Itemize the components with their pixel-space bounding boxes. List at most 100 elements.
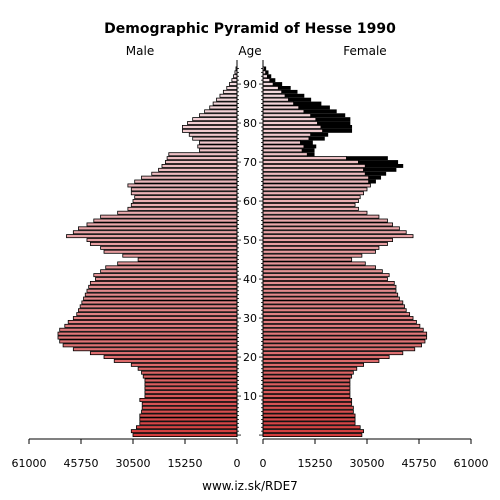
female-bar-age-17	[262, 366, 358, 371]
female-bar-age-10	[262, 394, 351, 398]
female-excess-bar-age-74	[303, 144, 317, 149]
female-bar-age-16	[262, 370, 354, 375]
x-tick-label-right-15250: 15250	[298, 457, 333, 470]
female-bar-age-30	[262, 316, 414, 320]
male-bar-age-70	[164, 160, 238, 164]
female-excess-bar-age-86	[288, 97, 312, 102]
female-bar-age-80	[262, 121, 318, 125]
male-bar-age-24	[59, 339, 238, 344]
male-bar-age-56	[100, 214, 238, 219]
female-excess-bar-age-82	[310, 113, 346, 118]
female-bar-age-21	[262, 351, 404, 356]
female-bar-age-37	[262, 288, 397, 293]
female-bar-age-1	[262, 429, 364, 434]
male-bar-age-45	[137, 257, 238, 262]
female-bar-age-68	[262, 167, 364, 172]
female-bar-age-8	[262, 401, 353, 406]
male-bar-age-75	[199, 140, 238, 145]
male-bar-age-16	[141, 370, 238, 375]
female-bar-age-51	[262, 234, 414, 239]
male-bars	[57, 66, 238, 437]
female-excess-bar-age-71	[346, 156, 388, 161]
male-bar-age-89	[226, 86, 238, 90]
female-bar-age-12	[262, 386, 351, 391]
female-bar-age-32	[262, 308, 407, 313]
age-tick-label-60: 60	[243, 195, 257, 208]
female-bar-age-73	[262, 148, 303, 153]
female-bar-age-31	[262, 312, 411, 317]
female-bar-age-3	[262, 421, 356, 426]
male-bar-age-41	[93, 273, 238, 278]
male-bar-age-15	[142, 374, 238, 379]
female-excess-bar-age-81	[315, 117, 351, 122]
male-bar-age-50	[86, 238, 238, 242]
female-bars	[262, 66, 428, 437]
male-bar-age-44	[117, 261, 238, 266]
male-bar-age-55	[93, 218, 238, 223]
male-bar-age-80	[187, 121, 238, 125]
female-excess-bar-age-77	[310, 132, 329, 137]
male-bar-age-85	[212, 101, 238, 106]
male-bar-age-18	[130, 362, 238, 367]
male-bar-age-52	[72, 230, 238, 235]
male-bar-age-13	[144, 382, 238, 387]
x-tick-label-left-45750: 45750	[64, 457, 99, 470]
female-excess-bar-age-69	[364, 163, 404, 168]
female-bar-age-82	[262, 113, 312, 118]
female-bar-age-69	[262, 163, 366, 168]
female-bar-age-86	[262, 97, 289, 102]
male-bar-age-58	[127, 206, 238, 211]
male-bar-age-79	[182, 125, 238, 129]
male-bar-age-61	[134, 195, 238, 200]
female-bar-age-48	[262, 245, 380, 250]
male-bar-age-10	[144, 394, 238, 398]
male-bar-age-35	[83, 296, 238, 301]
male-bar-age-6	[141, 409, 238, 414]
female-excess-bar-age-91	[269, 78, 276, 83]
x-tick-label-left-15250: 15250	[168, 457, 203, 470]
male-bar-age-65	[134, 179, 238, 184]
female-excess-bar-age-65	[368, 179, 376, 184]
male-bar-age-81	[192, 117, 238, 122]
female-bar-age-61	[262, 195, 361, 200]
male-bar-age-64	[127, 183, 238, 188]
male-bar-age-8	[141, 401, 238, 406]
male-bar-age-29	[67, 319, 238, 324]
male-bar-age-5	[139, 413, 238, 418]
female-excess-bar-age-79	[320, 125, 353, 129]
female-bar-age-38	[262, 284, 397, 289]
female-bar-age-26	[262, 331, 428, 336]
male-bar-age-4	[139, 417, 238, 422]
x-tick-label-left-0: 0	[234, 457, 241, 470]
female-bar-age-4	[262, 417, 356, 422]
male-bar-age-73	[199, 148, 238, 153]
female-bar-age-6	[262, 409, 354, 414]
female-bar-age-15	[262, 374, 353, 379]
female-excess-bar-age-90	[272, 82, 283, 86]
female-bar-age-34	[262, 300, 404, 305]
female-bar-age-52	[262, 230, 407, 235]
x-tick-label-left-61000: 61000	[12, 457, 47, 470]
male-bar-age-84	[209, 105, 238, 110]
female-bar-age-24	[262, 339, 426, 344]
male-bar-age-31	[76, 312, 238, 317]
male-bar-age-62	[130, 191, 238, 196]
age-tick-label-30: 30	[243, 312, 257, 325]
male-bar-age-40	[95, 277, 238, 281]
female-excess-bar-age-67	[364, 171, 387, 176]
female-bar-age-19	[262, 358, 380, 363]
female-bar-age-76	[262, 136, 310, 141]
male-bar-age-34	[81, 300, 238, 305]
female-excess-bar-age-76	[308, 136, 325, 141]
female-bar-age-13	[262, 382, 351, 387]
female-bar-age-64	[262, 183, 371, 188]
female-excess-bar-age-93	[265, 70, 269, 75]
female-bar-age-62	[262, 191, 364, 196]
age-tick-label-80: 80	[243, 117, 257, 130]
female-bar-age-27	[262, 327, 424, 332]
male-bar-age-28	[64, 323, 238, 328]
female-bar-age-81	[262, 117, 317, 122]
x-tick-label-left-30500: 30500	[116, 457, 151, 470]
male-bar-age-33	[79, 304, 238, 309]
